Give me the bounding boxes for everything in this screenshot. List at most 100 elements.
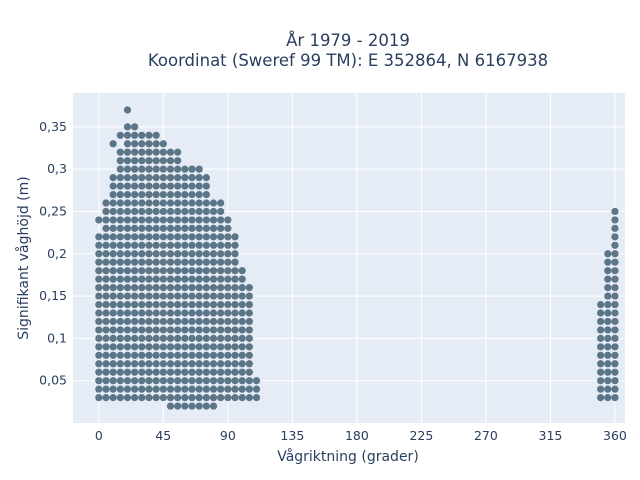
data-point (116, 284, 124, 292)
data-point (95, 317, 103, 326)
data-point (188, 351, 196, 359)
data-point (123, 241, 132, 249)
data-point (145, 250, 153, 258)
data-point (252, 394, 261, 402)
plot-background (73, 93, 625, 423)
data-point (102, 199, 110, 207)
data-point (131, 258, 139, 266)
data-point (166, 199, 175, 207)
data-point (152, 309, 160, 317)
data-point (152, 224, 160, 232)
data-point (166, 317, 175, 326)
data-point (152, 250, 160, 258)
data-point (95, 300, 103, 309)
data-point (109, 351, 117, 359)
data-point (116, 157, 124, 165)
data-point (188, 190, 196, 199)
data-point (209, 233, 218, 241)
data-point (109, 300, 117, 309)
data-point (109, 258, 117, 266)
data-point (138, 300, 146, 309)
data-point (597, 377, 605, 385)
data-point (109, 250, 117, 258)
data-point (116, 216, 124, 224)
data-point (202, 385, 210, 393)
data-point (138, 182, 146, 190)
data-point (95, 284, 103, 292)
data-point (131, 385, 139, 393)
data-point (159, 275, 167, 283)
data-point (195, 292, 203, 300)
y-tick-label: 0,3 (47, 161, 67, 176)
data-point (195, 275, 203, 283)
data-point (138, 385, 146, 393)
data-point (95, 343, 103, 351)
data-point (611, 360, 619, 368)
data-point (231, 292, 239, 300)
data-point (202, 182, 210, 190)
data-point (116, 148, 124, 156)
data-point (231, 233, 239, 241)
data-point (123, 148, 132, 156)
data-point (109, 207, 117, 216)
data-point (145, 300, 153, 309)
data-point (166, 385, 175, 393)
data-point (138, 275, 146, 283)
data-point (131, 377, 139, 385)
data-point (159, 174, 167, 182)
data-point (181, 199, 189, 207)
data-point (152, 360, 160, 368)
data-point (159, 351, 167, 359)
data-point (195, 368, 203, 376)
data-point (202, 368, 210, 376)
data-point (224, 267, 232, 275)
data-point (604, 394, 612, 402)
data-point (166, 165, 175, 173)
data-point (95, 292, 103, 300)
data-point (152, 190, 160, 199)
data-point (224, 334, 232, 342)
data-point (109, 216, 117, 224)
data-point (131, 148, 139, 156)
data-point (159, 140, 167, 148)
data-point (152, 300, 160, 309)
data-point (604, 343, 612, 351)
data-point (181, 300, 189, 309)
data-point (174, 351, 182, 359)
data-point (109, 284, 117, 292)
data-point (202, 334, 210, 342)
data-point (131, 317, 139, 326)
data-point (174, 309, 182, 317)
data-point (217, 334, 225, 342)
data-point (109, 140, 117, 148)
data-point (152, 148, 160, 156)
data-point (138, 165, 146, 173)
data-point (604, 385, 612, 393)
data-point (138, 394, 146, 402)
data-point (231, 360, 239, 368)
x-tick-label: 225 (409, 428, 433, 443)
data-point (202, 394, 210, 402)
data-point (611, 394, 619, 402)
data-point (159, 326, 167, 334)
data-point (209, 284, 218, 292)
data-point (174, 317, 182, 326)
data-point (195, 224, 203, 232)
data-point (231, 368, 239, 376)
data-point (181, 284, 189, 292)
data-point (138, 250, 146, 258)
data-point (188, 368, 196, 376)
data-point (131, 326, 139, 334)
data-point (116, 267, 124, 275)
data-point (145, 131, 153, 139)
data-point (145, 343, 153, 351)
data-point (188, 267, 196, 275)
data-point (174, 334, 182, 342)
data-point (109, 394, 117, 402)
data-point (116, 334, 124, 342)
data-point (116, 360, 124, 368)
data-point (188, 394, 196, 402)
data-point (231, 267, 239, 275)
data-point (597, 334, 605, 342)
